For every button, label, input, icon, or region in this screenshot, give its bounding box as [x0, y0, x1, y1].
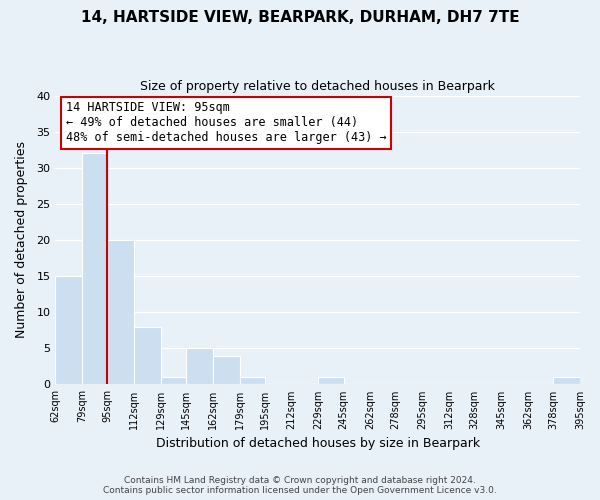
- Bar: [82, 154, 107, 384]
- Bar: [186, 348, 213, 384]
- Bar: [107, 240, 134, 384]
- X-axis label: Distribution of detached houses by size in Bearpark: Distribution of detached houses by size …: [155, 437, 480, 450]
- Text: Contains HM Land Registry data © Crown copyright and database right 2024.
Contai: Contains HM Land Registry data © Crown c…: [103, 476, 497, 495]
- Bar: [55, 276, 82, 384]
- Title: Size of property relative to detached houses in Bearpark: Size of property relative to detached ho…: [140, 80, 495, 93]
- Y-axis label: Number of detached properties: Number of detached properties: [15, 142, 28, 338]
- Bar: [319, 377, 344, 384]
- Bar: [134, 326, 161, 384]
- Text: 14 HARTSIDE VIEW: 95sqm
← 49% of detached houses are smaller (44)
48% of semi-de: 14 HARTSIDE VIEW: 95sqm ← 49% of detache…: [66, 102, 386, 144]
- Bar: [213, 356, 239, 384]
- Bar: [239, 377, 265, 384]
- Bar: [553, 377, 580, 384]
- Text: 14, HARTSIDE VIEW, BEARPARK, DURHAM, DH7 7TE: 14, HARTSIDE VIEW, BEARPARK, DURHAM, DH7…: [80, 10, 520, 25]
- Bar: [161, 377, 186, 384]
